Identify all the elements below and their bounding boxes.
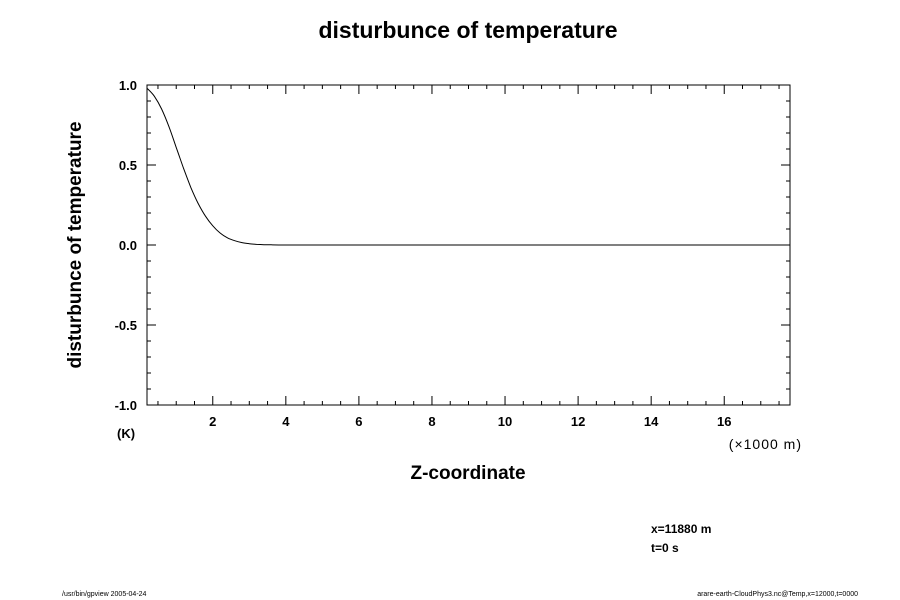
y-unit-label: (K) [117,426,135,441]
x-tick-label: 14 [644,414,659,429]
y-tick-label: 0.5 [119,158,137,173]
x-unit-label: (×1000 m) [729,436,802,452]
chart-title: disturbunce of temperature [318,17,617,43]
y-tick-label: -1.0 [115,398,137,413]
x-tick-labels: 2 4 6 8 10 12 14 16 [209,414,731,429]
y-tick-label: -0.5 [115,318,137,333]
footer-right: arare-earth-CloudPhys3.nc@Temp,x=12000,t… [697,591,858,598]
footer-left: /usr/bin/gpview 2005-04-24 [62,591,147,598]
time-annotation: t=0 s [651,541,679,555]
y-tick-labels: -1.0 -0.5 0.0 0.5 1.0 [115,78,137,413]
x-axis-label: Z-coordinate [410,463,525,484]
x-tick-label: 10 [498,414,512,429]
x-tick-label: 6 [355,414,362,429]
position-annotation: x=11880 m [651,522,711,536]
x-tick-label: 16 [717,414,731,429]
plot-area: 2 4 6 8 10 12 14 16 -1.0 -0.5 0.0 0.5 1.0 [115,78,791,429]
x-tick-label: 8 [428,414,435,429]
x-tick-label: 4 [282,414,290,429]
axis-ticks [147,84,790,406]
series-line [146,87,790,246]
y-tick-label: 0.0 [119,238,137,253]
x-tick-label: 2 [209,414,216,429]
y-tick-label: 1.0 [119,78,137,93]
y-axis-label: disturbunce of temperature [65,121,86,368]
x-tick-label: 12 [571,414,585,429]
